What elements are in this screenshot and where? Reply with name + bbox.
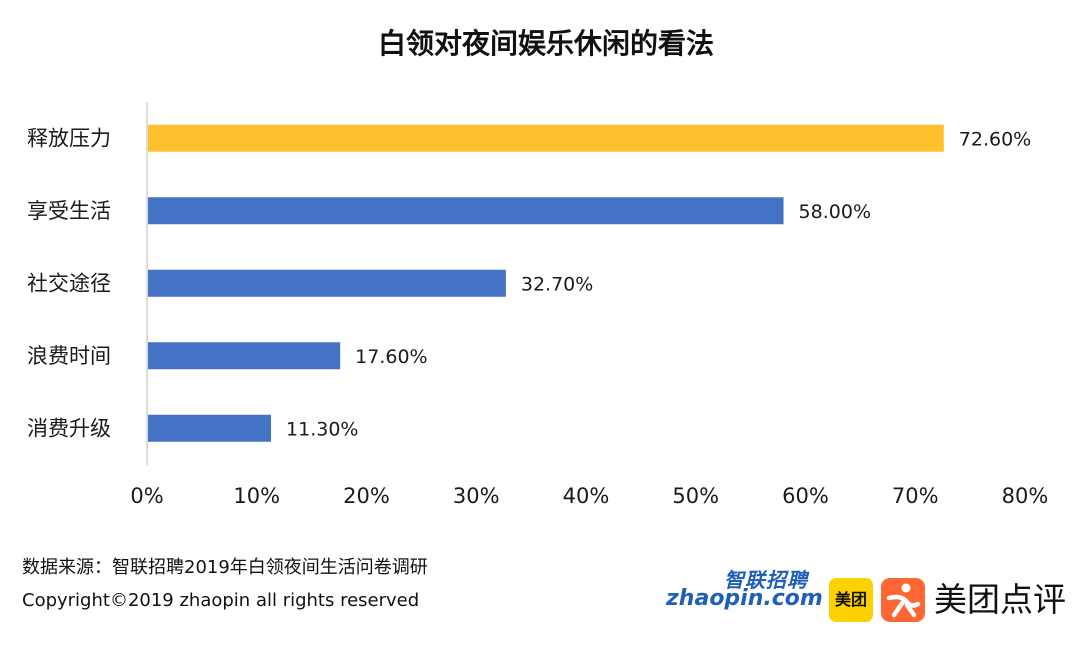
source-note: 数据来源：智联招聘2019年白领夜间生活问卷调研 [22, 557, 428, 578]
copyright-note: Copyright©2019 zhaopin all rights reserv… [22, 590, 420, 611]
data-label: 11.30% [286, 418, 358, 440]
category-label: 释放压力 [27, 126, 111, 150]
bar [148, 414, 272, 442]
chart-title: 白领对夜间娱乐休闲的看法 [377, 27, 714, 60]
x-tick-label: 60% [782, 484, 829, 508]
category-label: 消费升级 [27, 416, 111, 440]
category-label: 享受生活 [27, 199, 111, 223]
bar [148, 124, 944, 152]
data-label: 58.00% [799, 201, 871, 223]
data-label: 17.60% [355, 346, 427, 368]
x-tick-label: 0% [130, 484, 163, 508]
meituan-logo: 美团 [829, 578, 873, 622]
category-label: 浪费时间 [27, 344, 111, 368]
bars-layer: 释放压力 72.60% 享受生活 58.00% 社交途径 32.70% 浪费时间 17.60%… [27, 124, 1031, 442]
category-label: 社交途径 [27, 271, 111, 295]
x-tick-label: 10% [233, 484, 280, 508]
zhaopin-logo-en: zhaopin.com [666, 586, 823, 611]
data-label: 32.70% [521, 273, 593, 295]
x-axis-ticks: 0% 10% 20% 30% 40% 50% 60% 70% 80% [130, 484, 1048, 508]
bar [148, 269, 506, 297]
x-tick-label: 70% [892, 484, 939, 508]
zhaopin-logo-cn: 智联招聘 [724, 568, 808, 592]
bar [148, 342, 341, 370]
x-tick-label: 40% [563, 484, 610, 508]
x-tick-label: 20% [343, 484, 390, 508]
x-tick-label: 80% [1002, 484, 1049, 508]
x-tick-label: 50% [672, 484, 719, 508]
zhaopin-logo: 智联招聘 zhaopin.com [664, 564, 824, 616]
bar [148, 197, 784, 225]
dianping-icon [881, 578, 925, 622]
dianping-logo-text: 美团点评 [934, 580, 1066, 619]
data-label: 72.60% [959, 128, 1031, 150]
x-tick-label: 30% [453, 484, 500, 508]
bar-chart: 释放压力 72.60% 享受生活 58.00% 社交途径 32.70% 浪费时间 17.60%… [27, 102, 1048, 508]
